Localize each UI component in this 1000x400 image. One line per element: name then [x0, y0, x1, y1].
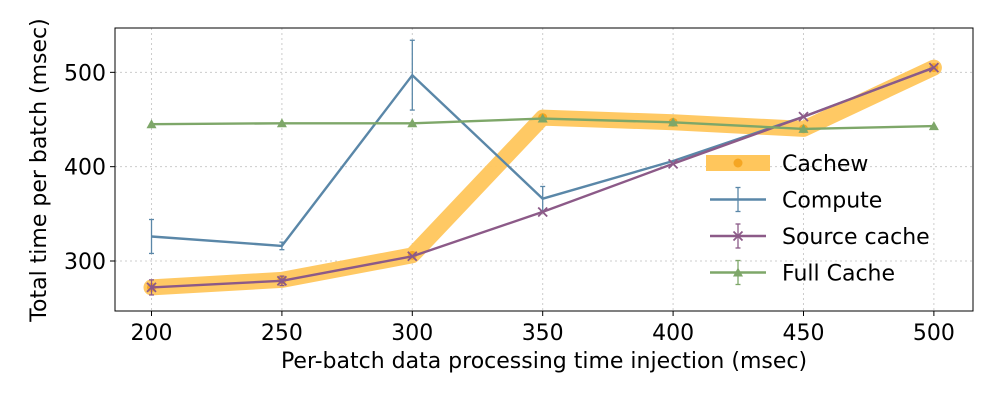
data-point	[407, 118, 418, 128]
x-axis-title: Per-batch data processing time injection…	[281, 349, 807, 374]
x-tick-label: 300	[391, 321, 433, 346]
legend-label: Compute	[782, 189, 882, 214]
y-axis-title: Total time per batch (msec)	[27, 18, 52, 322]
x-axis: 200 250 300 350 400 450 500	[131, 311, 955, 346]
data-point	[146, 119, 157, 129]
data-point	[537, 206, 548, 218]
legend-marker	[732, 230, 744, 242]
legend-label: Source cache	[782, 225, 930, 250]
legend-label: Full Cache	[782, 262, 895, 287]
data-point	[928, 121, 939, 131]
data-point	[798, 111, 809, 122]
x-tick-label: 400	[652, 321, 694, 346]
y-axis: 300 400 500	[64, 61, 115, 275]
x-tick-label: 450	[782, 321, 824, 346]
data-point	[407, 251, 418, 262]
series-cachew	[143, 59, 942, 296]
data-point	[668, 117, 679, 127]
legend-item: Compute	[710, 186, 882, 214]
x-tick-label: 250	[261, 321, 303, 346]
legend: Cachew Compute Source cache Full Cache	[706, 152, 930, 287]
x-tick-label: 500	[913, 321, 955, 346]
y-tick-label: 400	[64, 156, 106, 181]
legend-item: Full Cache	[710, 259, 895, 287]
data-point	[276, 118, 287, 128]
data-point	[146, 282, 157, 293]
legend-item: Source cache	[710, 223, 930, 250]
data-point	[928, 62, 940, 73]
data-point	[798, 123, 809, 133]
data-point	[276, 275, 288, 286]
grid-lines	[115, 28, 973, 311]
y-tick-label: 300	[64, 250, 106, 275]
series-source-cache	[146, 62, 940, 296]
legend-label: Cachew	[782, 152, 868, 177]
x-tick-label: 350	[522, 321, 564, 346]
plot-area	[114, 27, 974, 312]
data-point	[537, 113, 548, 123]
legend-item: Cachew	[706, 152, 868, 177]
series-full-cache	[146, 113, 939, 133]
legend-marker	[733, 267, 743, 277]
x-tick-label: 200	[131, 321, 173, 346]
series-layer	[143, 39, 942, 296]
y-tick-label: 500	[64, 61, 106, 86]
legend-marker	[733, 158, 743, 168]
data-point	[667, 158, 679, 169]
